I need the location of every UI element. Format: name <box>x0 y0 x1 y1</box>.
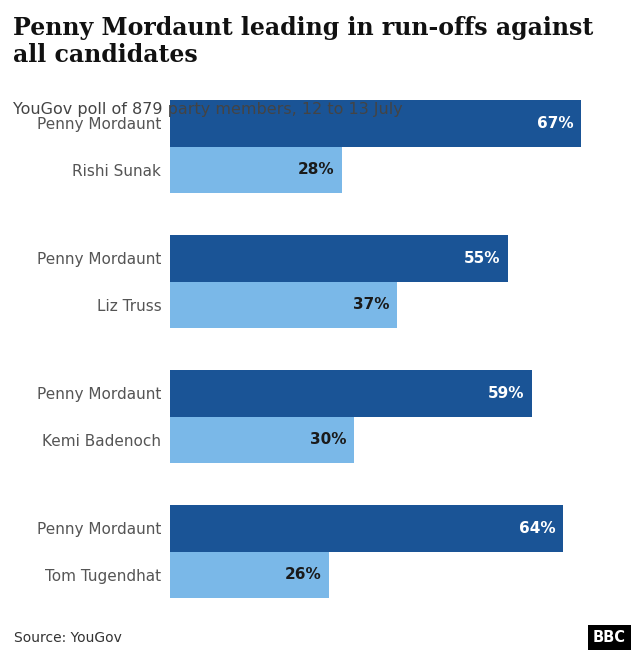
Text: 30%: 30% <box>310 432 346 447</box>
Text: 37%: 37% <box>353 297 390 313</box>
Text: 67%: 67% <box>537 116 574 131</box>
Text: 64%: 64% <box>519 521 556 536</box>
Bar <box>170 505 563 551</box>
Text: BBC: BBC <box>593 630 626 645</box>
Bar <box>170 551 330 598</box>
Bar <box>170 282 397 328</box>
Text: 28%: 28% <box>298 163 334 177</box>
Text: YouGov poll of 879 party members, 12 to 13 July: YouGov poll of 879 party members, 12 to … <box>13 102 403 117</box>
Bar <box>170 147 342 193</box>
Bar <box>170 370 532 417</box>
Text: 26%: 26% <box>285 567 322 582</box>
Text: 59%: 59% <box>488 386 525 401</box>
Text: Source: YouGov: Source: YouGov <box>14 630 122 645</box>
Text: Penny Mordaunt leading in run-offs against
all candidates: Penny Mordaunt leading in run-offs again… <box>13 16 593 67</box>
Bar <box>170 100 581 147</box>
Bar <box>170 235 508 282</box>
Text: 55%: 55% <box>463 251 500 266</box>
Bar <box>170 417 354 463</box>
